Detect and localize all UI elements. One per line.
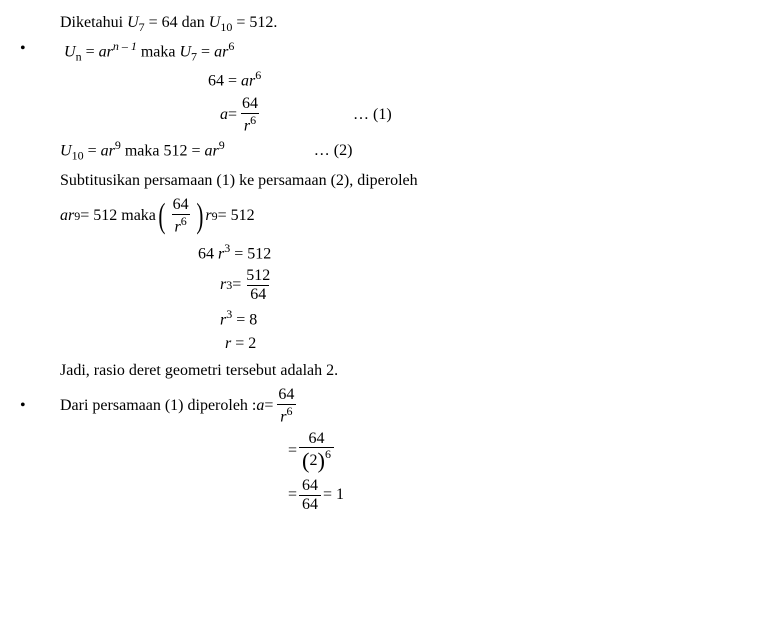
t: Diketahui xyxy=(60,14,127,31)
numerator: 64 xyxy=(239,95,261,113)
eq-line: 64 r3 = 512 xyxy=(20,240,764,266)
numerator: 512 xyxy=(243,267,273,285)
numerator: 64 xyxy=(299,477,321,495)
eq-line: U10 = ar9 maka 512 = ar9 … (2) xyxy=(20,137,764,164)
var: ar xyxy=(214,43,228,60)
var: ar xyxy=(241,73,255,90)
sup: 6 xyxy=(228,39,234,53)
fraction: 64 r6 xyxy=(170,196,192,236)
fraction: 512 64 xyxy=(243,267,273,303)
t: = xyxy=(197,43,214,60)
t: = 64 dan xyxy=(145,14,209,31)
var: U xyxy=(60,142,72,159)
var: U xyxy=(179,43,191,60)
eq-line: a = 64 r6 … (1) xyxy=(20,95,764,135)
t: maka 512 = xyxy=(121,142,205,159)
fraction: 64 (2) 6 xyxy=(299,430,334,474)
bullet-line: • Dari persamaan (1) diperoleh : a = 64 … xyxy=(20,386,764,426)
bullet-icon: • xyxy=(20,38,40,60)
fraction: 64 r6 xyxy=(239,95,261,135)
lparen: ( xyxy=(302,449,309,474)
denominator: 64 xyxy=(299,495,321,514)
sup: 6 xyxy=(255,68,261,82)
paren-fraction: ( 64 r6 ) xyxy=(156,196,205,236)
var: ar xyxy=(60,205,74,227)
text-line: Jadi, rasio deret geometri tersebut adal… xyxy=(20,360,764,382)
eq-line: r3 = 512 64 xyxy=(20,267,764,303)
sup: 6 xyxy=(325,447,331,461)
var: ar xyxy=(101,142,115,159)
t: = 2 xyxy=(231,335,256,352)
sup: 6 xyxy=(287,404,293,418)
text: Dari persamaan (1) diperoleh : a = 64 r6 xyxy=(40,386,299,426)
sub: 10 xyxy=(220,20,232,34)
t: Dari persamaan (1) diperoleh : xyxy=(60,395,256,417)
t: = xyxy=(288,484,297,506)
t: = xyxy=(228,104,237,126)
var: ar xyxy=(205,142,219,159)
t: = xyxy=(84,142,101,159)
rparen: ) xyxy=(196,198,203,233)
t: 64 xyxy=(198,245,218,262)
eq-line: r3 = 8 xyxy=(20,306,764,332)
t: = xyxy=(264,395,273,417)
sub: 10 xyxy=(72,148,84,162)
var: a xyxy=(220,104,228,126)
var: U xyxy=(209,14,221,31)
sup: 6 xyxy=(181,214,187,228)
t: = 1 xyxy=(323,484,344,506)
eq-line: ar9 = 512 maka ( 64 r6 ) r9 = 512 xyxy=(20,196,764,236)
denominator: r6 xyxy=(277,404,295,426)
sup: n – 1 xyxy=(113,39,137,53)
var: U xyxy=(64,43,76,60)
t: = xyxy=(288,440,297,462)
eq-line: r = 2 xyxy=(20,333,764,355)
t: 2 xyxy=(310,452,318,470)
sup: 6 xyxy=(250,113,256,127)
bullet-line: • Un = arn – 1 maka U7 = ar6 xyxy=(20,38,764,65)
t: Subtitusikan persamaan (1) ke persamaan … xyxy=(60,172,418,189)
text-line: Subtitusikan persamaan (1) ke persamaan … xyxy=(20,170,764,192)
denominator: r6 xyxy=(172,214,190,236)
paren: (2) xyxy=(302,449,325,474)
eq-ref: … (2) xyxy=(314,142,353,159)
numerator: 64 xyxy=(306,430,328,448)
sup: 9 xyxy=(219,138,225,152)
eq-line: 64 = ar6 xyxy=(20,67,764,93)
lparen: ( xyxy=(158,198,165,233)
t: maka xyxy=(137,43,180,60)
text-line: Diketahui U7 = 64 dan U10 = 512. xyxy=(20,12,764,36)
t: = xyxy=(82,43,99,60)
eq-line: = 64 (2) 6 xyxy=(20,430,764,474)
var: U xyxy=(127,14,139,31)
t: Jadi, rasio deret geometri tersebut adal… xyxy=(60,362,338,379)
text: Un = arn – 1 maka U7 = ar6 xyxy=(44,38,234,65)
eq-line: = 64 64 = 1 xyxy=(20,477,764,513)
t: = 512 xyxy=(230,245,271,262)
bullet-icon: • xyxy=(20,395,40,417)
denominator: 64 xyxy=(247,285,269,304)
denominator: r6 xyxy=(241,113,259,135)
var: ar xyxy=(99,43,113,60)
eq-ref: … (1) xyxy=(353,104,392,126)
rparen: ) xyxy=(318,449,325,474)
numerator: 64 xyxy=(170,196,192,214)
t: = 8 xyxy=(232,311,257,328)
var: a xyxy=(256,395,264,417)
t: = 512 maka xyxy=(80,205,156,227)
text: Diketahui U7 = 64 dan U10 = 512. xyxy=(20,14,277,31)
t: = 512. xyxy=(232,14,277,31)
fraction: 64 r6 xyxy=(275,386,297,426)
t: = xyxy=(232,274,241,296)
t: = 512 xyxy=(218,205,255,227)
t: 64 = xyxy=(208,73,241,90)
numerator: 64 xyxy=(275,386,297,404)
denominator: (2) 6 xyxy=(299,447,334,473)
fraction: 64 64 xyxy=(299,477,321,513)
